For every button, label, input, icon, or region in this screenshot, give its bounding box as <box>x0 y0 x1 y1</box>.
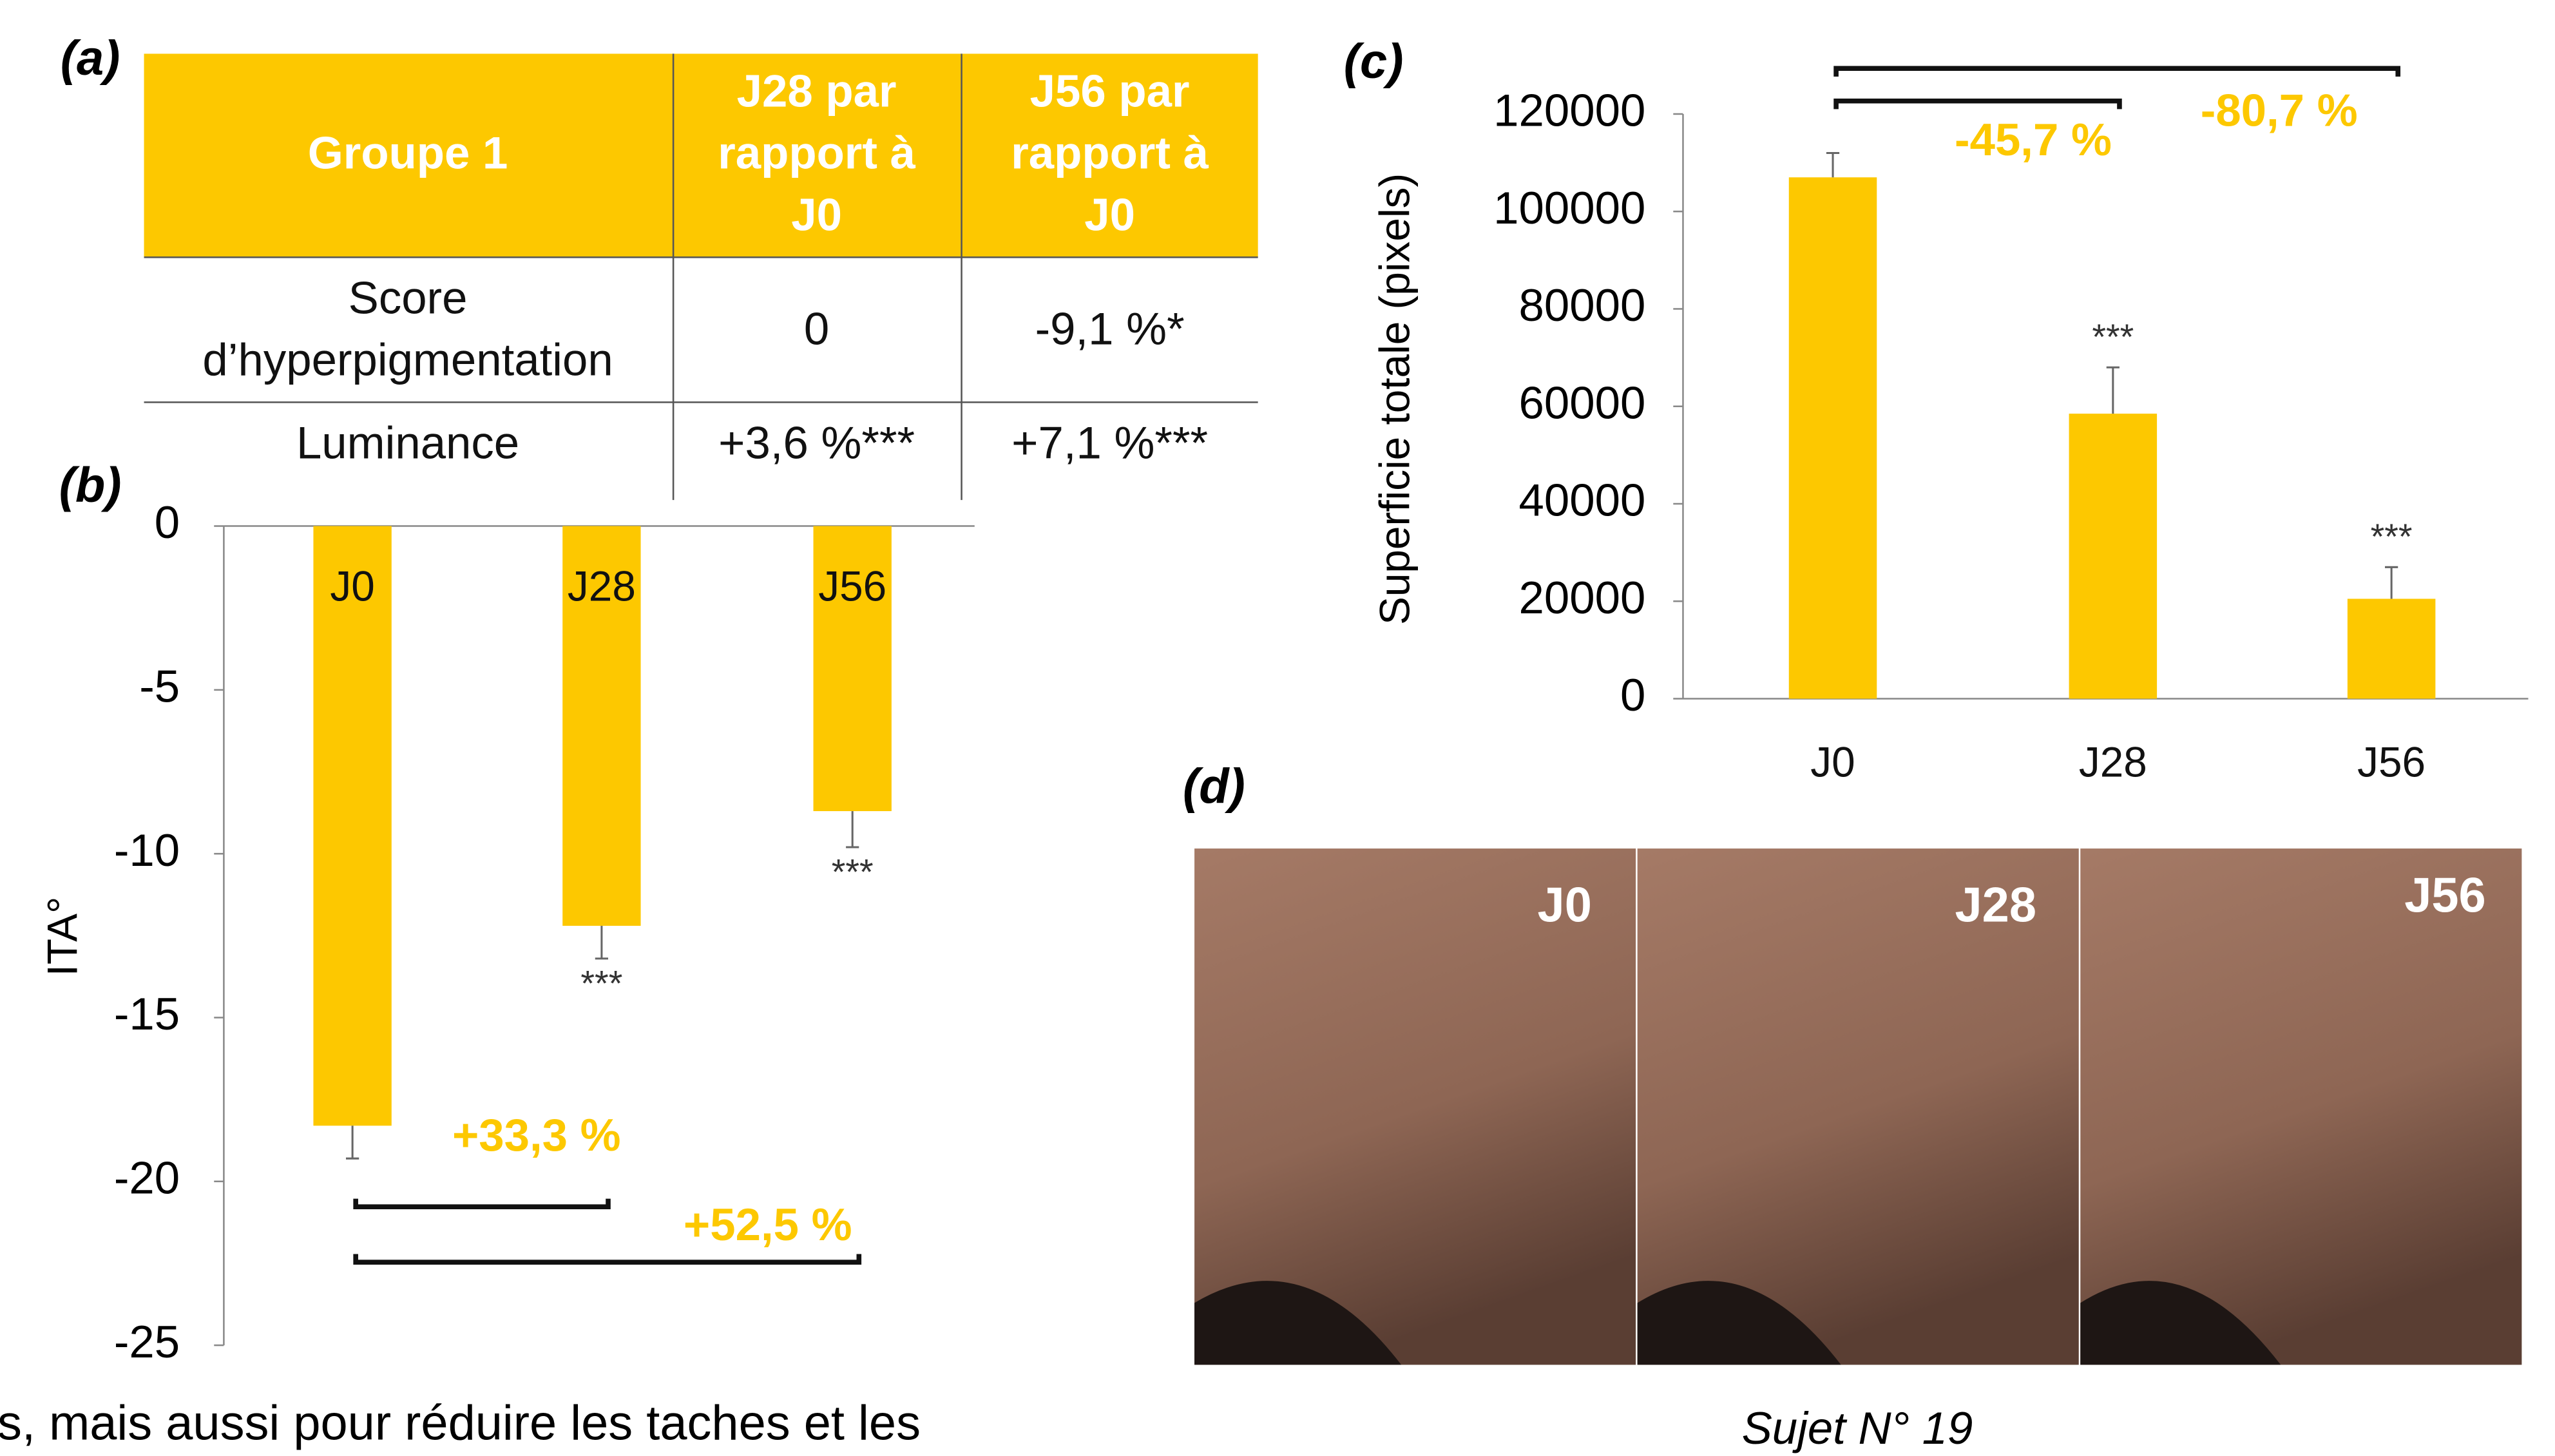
x-tick-label: J56 <box>818 562 886 609</box>
table-cell-text: d’hyperpigmentation <box>202 334 613 385</box>
significance: *** <box>580 964 622 1004</box>
y-tick-label: 80000 <box>1519 280 1646 330</box>
bar <box>1789 177 1877 698</box>
y-tick-label: -20 <box>114 1152 180 1203</box>
table-cell-text: Luminance <box>296 417 519 468</box>
table-cell-text: Score <box>349 272 468 323</box>
x-tick-label: J28 <box>2079 739 2147 786</box>
table-cell-text: J0 <box>1084 189 1135 240</box>
significance: *** <box>2092 317 2134 357</box>
table-cell-text: +7,1 %*** <box>1011 417 1208 468</box>
bar <box>313 526 391 1126</box>
y-tick-label: 120000 <box>1493 85 1645 136</box>
table-cell-text: J56 par <box>1030 65 1190 116</box>
y-tick-label: 40000 <box>1519 475 1646 526</box>
photo-label: J28 <box>1955 878 2036 933</box>
photo-label: J56 <box>2404 868 2486 923</box>
figure: J0 J28 J56 Sujet N° 19 (a) (d) s, mais a… <box>0 0 2555 1456</box>
x-tick-label: J0 <box>1810 739 1855 786</box>
y-tick-label: -25 <box>114 1316 180 1367</box>
comparison-label: +33,3 % <box>452 1109 621 1160</box>
comparison-label: +52,5 % <box>684 1199 852 1250</box>
panel-label: (a) <box>61 31 120 86</box>
y-axis-label: Superficie totale (pixels) <box>1371 173 1418 625</box>
y-axis-label: ITA° <box>39 897 86 977</box>
y-tick-label: -10 <box>114 825 180 876</box>
table-cell-text: rapport à <box>1011 127 1209 178</box>
y-tick-label: -5 <box>139 661 180 712</box>
table-cell-text: J0 <box>791 189 842 240</box>
table-cell-text: +3,6 %*** <box>718 417 915 468</box>
photo-panel: J0 J28 J56 Sujet N° 19 <box>1194 848 2522 1453</box>
table-cell-text: -9,1 %* <box>1035 303 1185 354</box>
x-tick-label: J28 <box>568 562 636 609</box>
photo-caption: Sujet N° 19 <box>1742 1403 1973 1453</box>
y-tick-label: 100000 <box>1493 182 1645 233</box>
table-cell-text: J28 par <box>737 65 897 116</box>
panel-label: (d) <box>1183 759 1245 814</box>
panel-label: (b) <box>59 457 122 512</box>
footer-text: s, mais aussi pour réduire les taches et… <box>0 1396 921 1451</box>
photo-label: J0 <box>1538 878 1592 933</box>
significance: *** <box>2371 517 2413 557</box>
significance: *** <box>832 852 874 892</box>
comparison-label: -45,7 % <box>1955 114 2112 165</box>
y-tick-label: 0 <box>155 497 180 548</box>
page: {"table":{"panel_label":"(a)","header":[… <box>0 0 2555 1456</box>
table-cell-text: Groupe 1 <box>308 127 508 178</box>
panel-label: (c) <box>1344 34 1404 89</box>
x-tick-label: J56 <box>2357 739 2426 786</box>
x-tick-label: J0 <box>330 562 374 609</box>
y-tick-label: 0 <box>1620 669 1645 720</box>
y-tick-label: 20000 <box>1519 572 1646 623</box>
y-tick-label: -15 <box>114 988 180 1039</box>
y-tick-label: 60000 <box>1519 377 1646 428</box>
comparison-label: -80,7 % <box>2201 85 2358 136</box>
table-cell-text: 0 <box>804 303 829 354</box>
bar <box>2069 414 2158 698</box>
bar <box>2348 599 2436 698</box>
table-cell-text: rapport à <box>718 127 915 178</box>
